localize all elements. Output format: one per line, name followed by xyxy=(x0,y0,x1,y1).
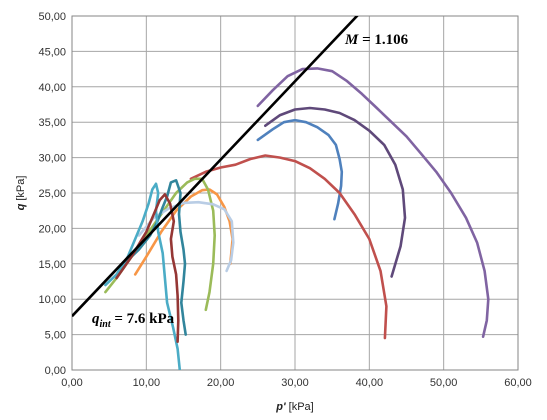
x-tick-label: 20,00 xyxy=(207,377,235,389)
x-axis-title: p' [kPa] xyxy=(275,401,313,413)
y-axis-unit: [kPa] xyxy=(15,176,27,204)
annotation-intercept-subscript: int xyxy=(100,319,112,330)
tick-labels: 0,00 10,00 20,00 30,00 40,00 50,00 60,00 0,00 5,… xyxy=(38,11,531,389)
failure-line xyxy=(72,16,359,318)
annotation-slope-value: = 1.106 xyxy=(358,32,408,48)
y-tick-label: 40,00 xyxy=(38,82,66,94)
y-axis-symbol: q xyxy=(15,203,27,210)
x-tick-label: 10,00 xyxy=(133,377,161,389)
series-line xyxy=(122,179,187,336)
series-layer xyxy=(104,67,490,370)
y-tick-label: 20,00 xyxy=(38,223,66,235)
y-axis-title: q [kPa] xyxy=(15,176,27,211)
annotation-intercept-symbol: q xyxy=(92,311,100,327)
y-tick-label: 45,00 xyxy=(38,46,66,58)
x-tick-label: 30,00 xyxy=(281,377,309,389)
series-line xyxy=(137,200,235,273)
y-tick-label: 15,00 xyxy=(38,259,66,271)
x-tick-label: 40,00 xyxy=(356,377,384,389)
x-tick-label: 50,00 xyxy=(430,377,458,389)
annotation-slope: M = 1.106 xyxy=(344,32,409,48)
annotation-intercept-value: = 7.6 kPa xyxy=(111,311,175,327)
annotation-slope-symbol: M xyxy=(344,32,359,48)
y-tick-label: 30,00 xyxy=(38,153,66,165)
y-tick-label: 50,00 xyxy=(38,11,66,23)
x-axis-symbol: p' xyxy=(275,401,286,413)
plot-border xyxy=(71,15,519,371)
grid xyxy=(71,15,519,371)
y-tick-label: 0,00 xyxy=(45,365,66,377)
reference-line-layer xyxy=(72,16,359,318)
annotation-intercept: qint = 7.6 kPa xyxy=(92,311,175,330)
series-line xyxy=(104,182,182,370)
y-tick-label: 35,00 xyxy=(38,117,66,129)
series-line xyxy=(264,106,407,278)
y-tick-label: 10,00 xyxy=(38,294,66,306)
x-axis-unit: [kPa] xyxy=(286,401,314,413)
y-tick-label: 25,00 xyxy=(38,188,66,200)
series-line xyxy=(189,154,388,340)
x-tick-label: 0,00 xyxy=(61,377,82,389)
y-tick-label: 5,00 xyxy=(45,330,66,342)
x-tick-label: 60,00 xyxy=(504,377,532,389)
series-line xyxy=(256,118,344,221)
